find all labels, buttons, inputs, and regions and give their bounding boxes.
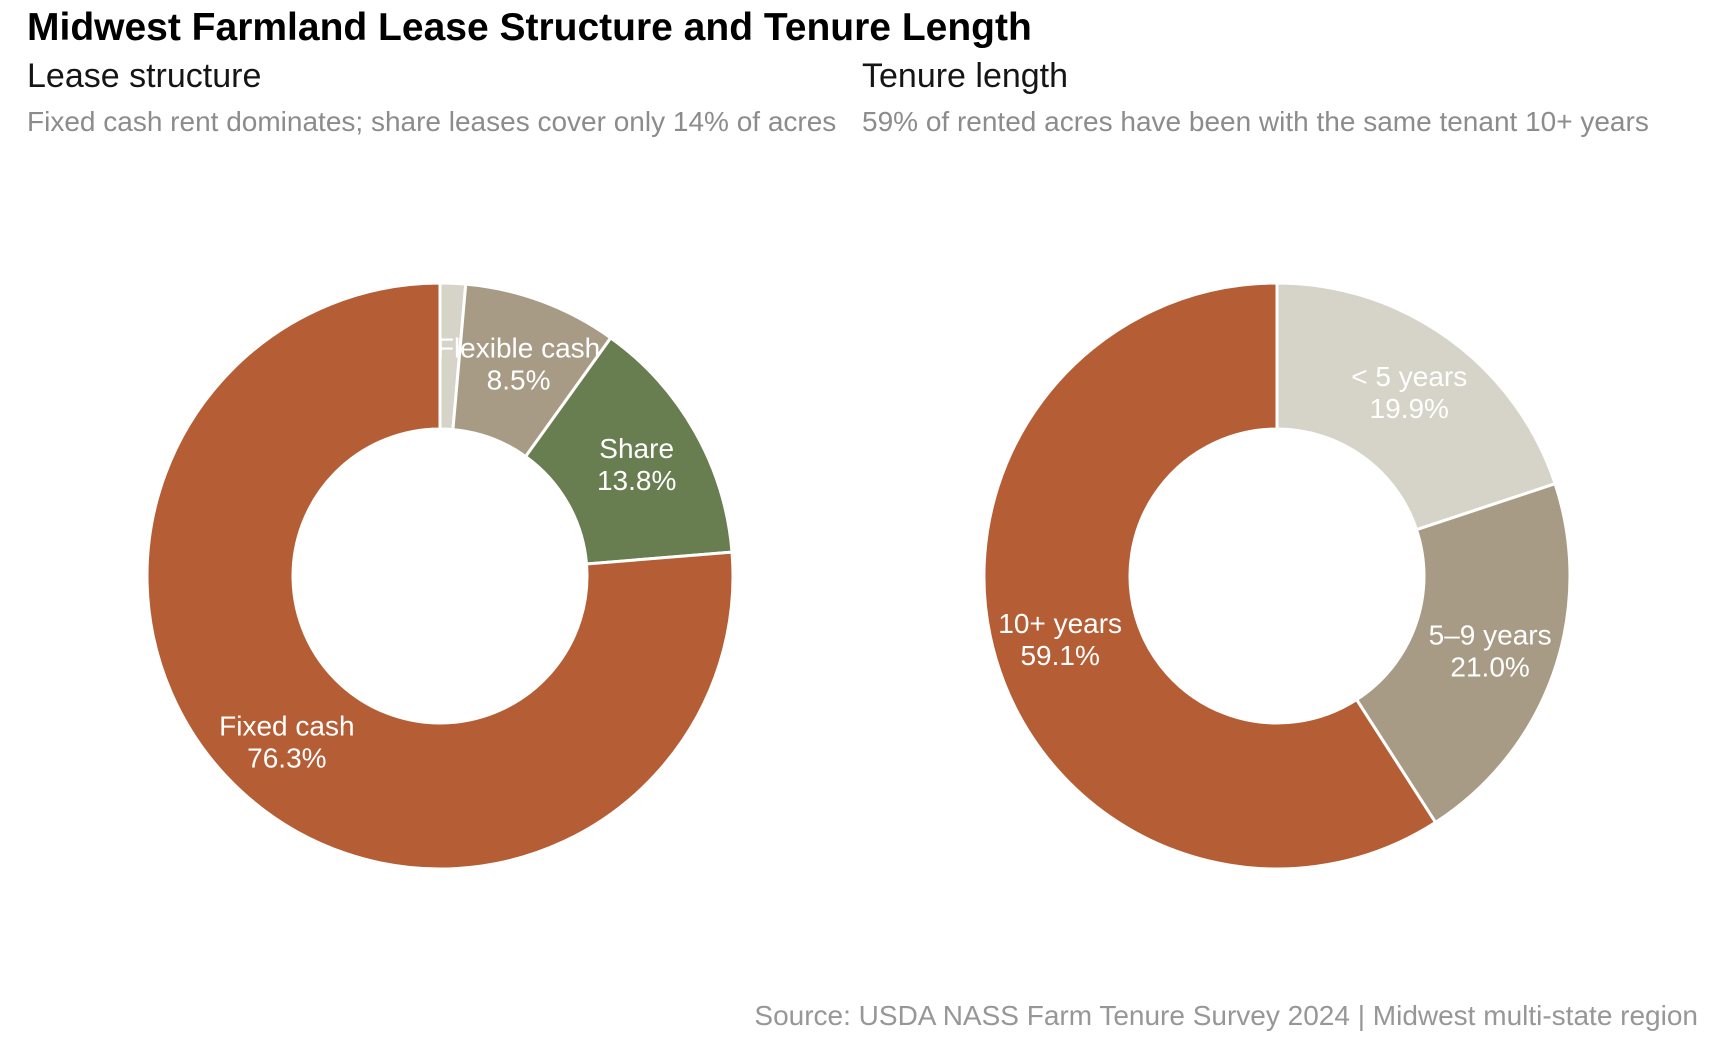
panel-lease-structure-header: Lease structure Fixed cash rent dominate… <box>27 57 836 138</box>
slice-label-flexible-cash: 8.5% <box>487 365 551 396</box>
slice-label-5-years: < 5 years <box>1351 361 1467 392</box>
slice-label-10-years: 59.1% <box>1020 640 1099 671</box>
tenure-length-caption: 59% of rented acres have been with the s… <box>862 106 1649 137</box>
lease-structure-heading: Lease structure <box>27 57 262 95</box>
tenure-length-heading: Tenure length <box>862 57 1069 95</box>
slice-label-share: 13.8% <box>597 465 676 496</box>
slice-label-fixed-cash: 76.3% <box>247 743 326 774</box>
slice-10-years <box>982 281 1438 871</box>
panel-tenure-length-header: Tenure length 59% of rented acres have b… <box>862 57 1649 138</box>
slice-label-10-years: 10+ years <box>998 608 1122 639</box>
slice-label-flexible-cash: Flexible cash <box>437 333 600 364</box>
slice-share <box>524 336 734 566</box>
slice-5-9-years <box>1355 482 1572 824</box>
slice-fixed-cash <box>145 281 735 871</box>
slice-label-share: Share <box>599 433 674 464</box>
page-title: Midwest Farmland Lease Structure and Ten… <box>27 6 1032 49</box>
slice-label-5-years: 19.9% <box>1370 393 1449 424</box>
slice-label-fixed-cash: Fixed cash <box>219 711 354 742</box>
slice-label-5-9-years: 5–9 years <box>1429 620 1552 651</box>
slice-label-5-9-years: 21.0% <box>1450 652 1529 683</box>
lease-structure-caption: Fixed cash rent dominates; share leases … <box>27 106 837 137</box>
source-note: Source: USDA NASS Farm Tenure Survey 202… <box>754 1000 1698 1031</box>
slice-5-years <box>1275 281 1557 532</box>
